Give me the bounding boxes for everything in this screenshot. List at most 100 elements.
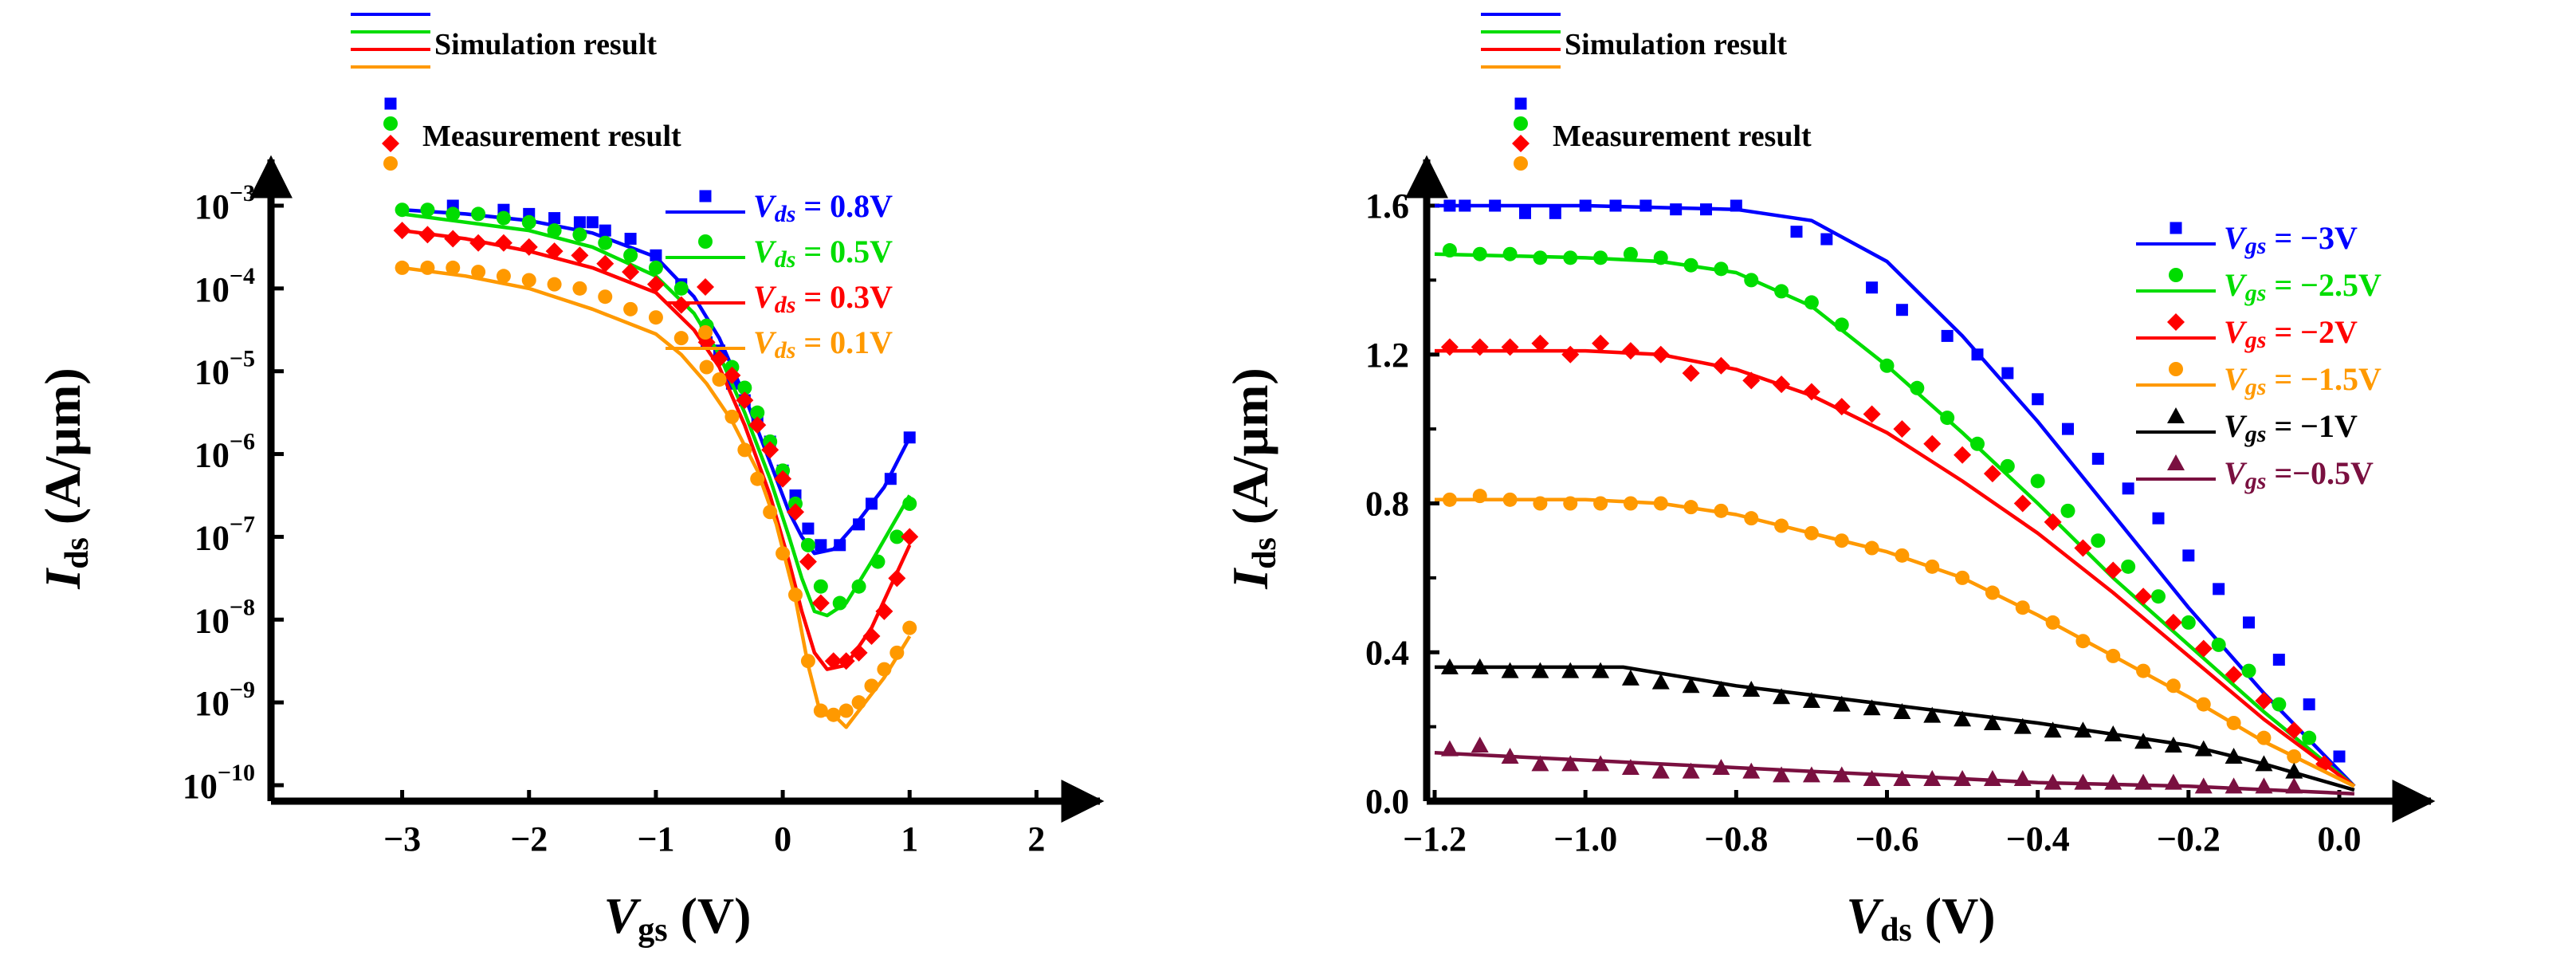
- right-sim-line: [1435, 203, 2356, 788]
- right-data-point: [1621, 669, 1639, 686]
- right-data-point: [2104, 561, 2122, 580]
- right-data-point: [2285, 762, 2303, 779]
- right-data-point: [1714, 261, 1729, 277]
- right-top-legend-marker: [1514, 156, 1528, 171]
- right-data-point: [1940, 411, 1955, 426]
- right-data-point: [2302, 730, 2317, 745]
- right-data-point: [1531, 334, 1549, 352]
- left-data-point: [520, 238, 538, 256]
- right-data-point: [2194, 777, 2213, 794]
- left-data-point: [547, 223, 562, 238]
- left-top-legend-marker: [384, 97, 397, 110]
- left-data-point: [395, 202, 410, 218]
- right-chart-panel: −1.2 −1.0 −0.8 −0.6 −0.4 −0.2 0.0 0.0 0.4 0.8 1.2 1…: [1222, 13, 2436, 949]
- left-data-point: [446, 260, 461, 275]
- right-data-point: [2104, 773, 2122, 790]
- right-data-point: [1683, 257, 1698, 273]
- right-data-point: [2225, 666, 2243, 684]
- left-data-point: [903, 431, 916, 444]
- right-series-4: [1435, 658, 2355, 792]
- right-top-legend: Simulation result Measurement result: [1481, 13, 1812, 171]
- right-data-point: [1443, 199, 1456, 212]
- right-data-point: [2285, 777, 2303, 794]
- right-y-tick-label: 1.2: [1365, 336, 1409, 375]
- right-top-legend-marker: [1512, 135, 1530, 152]
- right-data-point: [1621, 758, 1639, 775]
- left-legend-label: Vds = 0.5V: [753, 234, 893, 273]
- right-data-point: [1925, 559, 1940, 574]
- right-legend-marker: [2170, 222, 2182, 234]
- left-data-point: [787, 503, 804, 521]
- left-data-point: [648, 260, 663, 275]
- right-data-point: [1863, 699, 1881, 716]
- left-data-point: [623, 248, 638, 263]
- left-data-point: [724, 409, 740, 424]
- right-sim-line: [1434, 252, 2356, 788]
- left-data-point: [496, 269, 511, 284]
- right-data-point: [2106, 648, 2121, 663]
- left-data-point: [736, 391, 754, 410]
- right-data-point: [2044, 513, 2062, 531]
- right-data-point: [1983, 465, 2001, 483]
- left-data-point: [877, 662, 892, 677]
- right-top-legend-marker: [1514, 97, 1527, 110]
- right-data-point: [2164, 773, 2182, 790]
- right-data-point: [2015, 600, 2030, 615]
- right-data-point: [1549, 206, 1561, 219]
- left-data-point: [813, 703, 828, 718]
- right-x-tick-label: −0.2: [2157, 819, 2221, 859]
- right-x-tick-label: 0.0: [2318, 819, 2362, 859]
- right-data-point: [1682, 677, 1700, 694]
- left-data-point: [420, 260, 435, 275]
- left-data-point: [571, 246, 589, 265]
- right-data-point: [1744, 273, 1759, 288]
- left-data-point: [737, 442, 752, 458]
- right-data-point: [2074, 773, 2092, 790]
- right-data-point: [1954, 710, 1972, 727]
- right-data-point: [1712, 356, 1730, 375]
- right-data-point: [2074, 539, 2092, 557]
- right-data-point: [2151, 589, 2166, 604]
- left-series-2: [393, 222, 919, 671]
- right-data-point: [2194, 639, 2213, 658]
- right-data-point: [1561, 662, 1580, 678]
- right-data-point: [2181, 615, 2196, 630]
- right-data-point: [2333, 750, 2346, 763]
- right-data-point: [1653, 250, 1668, 265]
- right-series-legend: Vgs = −3V Vgs = −2.5V Vgs = −2V Vgs = −1.5V…: [2136, 220, 2382, 494]
- left-simulation-label: Simulation result: [434, 28, 657, 61]
- left-data-point: [598, 289, 613, 305]
- left-y-axis-label: Ids (A/µm): [34, 367, 96, 589]
- right-data-point: [2241, 663, 2256, 678]
- right-data-point: [1923, 769, 1942, 786]
- right-data-point: [1593, 496, 1608, 511]
- right-data-point: [2136, 663, 2151, 678]
- left-data-point: [901, 528, 919, 546]
- right-data-point: [1531, 662, 1549, 678]
- right-data-point: [1442, 492, 1457, 507]
- right-data-point: [1471, 736, 1489, 753]
- right-data-point: [1832, 398, 1851, 416]
- left-y-tick-label: 10−4: [194, 263, 255, 309]
- right-data-point: [1639, 199, 1652, 212]
- right-legend-label: Vgs = −3V: [2224, 220, 2358, 259]
- right-data-point: [1471, 658, 1489, 674]
- right-legend-label: Vgs = −2.5V: [2224, 267, 2382, 306]
- right-data-point: [2060, 503, 2075, 518]
- right-data-point: [2255, 691, 2273, 709]
- right-data-point: [1621, 342, 1639, 360]
- right-data-point: [2122, 482, 2134, 495]
- right-data-point: [2272, 654, 2285, 666]
- right-data-point: [1910, 380, 1925, 395]
- right-data-point: [1941, 329, 1954, 342]
- right-data-point: [1790, 226, 1803, 238]
- right-data-point: [1592, 755, 1610, 772]
- right-legend-marker: [2167, 313, 2185, 331]
- right-y-tick-label: 0.0: [1365, 782, 1409, 821]
- left-data-point: [902, 496, 917, 511]
- left-x-tick-label: 1: [901, 819, 918, 859]
- right-data-point: [1893, 769, 1911, 786]
- left-data-point: [471, 206, 486, 222]
- left-data-point: [393, 222, 411, 240]
- left-data-point: [811, 594, 830, 612]
